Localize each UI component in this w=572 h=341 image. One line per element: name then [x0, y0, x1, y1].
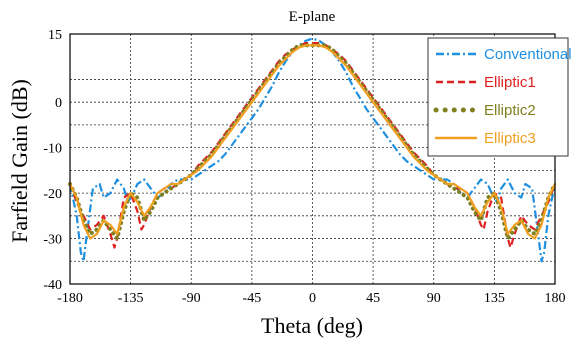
x-tick-label: -180: [57, 291, 83, 306]
y-tick-label: -40: [43, 278, 62, 293]
legend[interactable]: Conventional Elliptic1 Elliptic2 Elliptic3: [427, 37, 572, 157]
series-line-elliptic1: [68, 42, 557, 249]
x-tick-label: 135: [484, 291, 505, 306]
x-tick-label: -45: [243, 291, 262, 306]
y-axis-label: Farfield Gain (dB): [7, 79, 32, 243]
axis-ticks: -180 -135 -90 -45 0 45 90 135 180 15 0 -10 -20 -30 -40: [43, 28, 565, 306]
x-tick-label: 180: [545, 291, 566, 306]
x-tick-label: -90: [182, 291, 201, 306]
y-tick-label: -20: [43, 187, 62, 202]
y-tick-label: -10: [43, 142, 62, 157]
y-tick-label: 0: [55, 96, 62, 111]
y-tick-label: 15: [48, 28, 62, 43]
legend-label: Elliptic3: [484, 130, 536, 147]
x-axis-label: Theta (deg): [261, 313, 363, 338]
x-tick-label: 90: [427, 291, 441, 306]
x-tick-label: 45: [366, 291, 380, 306]
legend-box: [427, 37, 569, 157]
legend-label: Conventional: [484, 46, 572, 63]
legend-label: Elliptic1: [484, 74, 536, 91]
series-layer: [68, 37, 557, 263]
legend-label: Elliptic2: [484, 102, 536, 119]
y-tick-label: -30: [43, 233, 62, 248]
series-line-conventional: [68, 37, 557, 263]
x-tick-label: 0: [309, 291, 316, 306]
plot-frame: [69, 33, 556, 285]
chart-title: E-plane: [289, 9, 336, 25]
series-line-elliptic3: [68, 44, 557, 240]
x-tick-label: -135: [118, 291, 144, 306]
